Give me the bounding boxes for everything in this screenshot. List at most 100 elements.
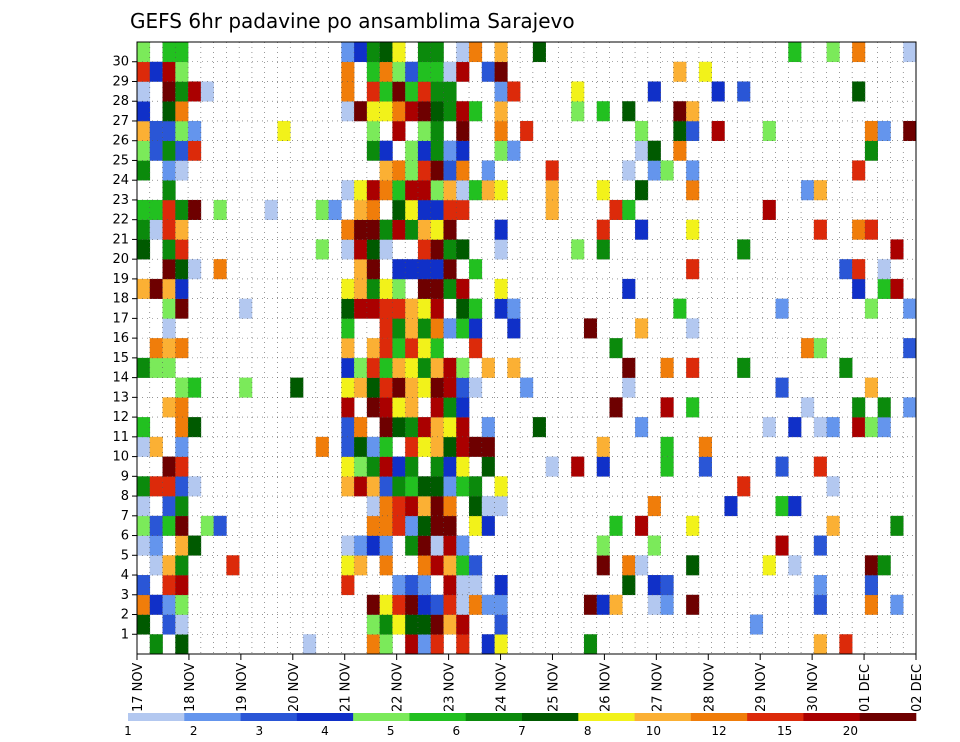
heatmap-cell — [366, 199, 380, 220]
heatmap-cell — [162, 456, 176, 477]
heatmap-cell — [469, 476, 483, 497]
y-tick-label: 21 — [112, 232, 129, 247]
heatmap-cell — [686, 515, 700, 536]
heatmap-cell — [341, 377, 355, 398]
legend-swatch — [184, 713, 241, 721]
heatmap-cell — [494, 634, 508, 655]
heatmap-cell — [379, 397, 393, 418]
x-tick-label: 22 NOV — [391, 663, 406, 712]
heatmap-cell — [417, 219, 432, 240]
heatmap-cell — [392, 42, 406, 63]
heatmap-cell — [392, 515, 406, 536]
heatmap-cell — [430, 476, 444, 497]
heatmap-cell — [609, 594, 623, 615]
heatmap-cell — [443, 278, 457, 299]
heatmap-cell — [890, 239, 904, 260]
heatmap-cell — [864, 219, 878, 240]
heatmap-cell — [405, 160, 419, 181]
heatmap-cell — [430, 140, 444, 161]
heatmap-cell — [162, 160, 176, 181]
heatmap-cell — [137, 515, 151, 536]
heatmap-cell — [430, 338, 444, 359]
heatmap-cell — [149, 219, 163, 240]
heatmap-cell — [635, 219, 649, 240]
heatmap-cell — [469, 436, 483, 457]
heatmap-cell — [583, 318, 598, 339]
heatmap-cell — [366, 120, 380, 142]
legend-swatch — [578, 713, 635, 721]
heatmap-cell — [609, 338, 623, 359]
heatmap-cell — [175, 160, 189, 181]
heatmap-cell — [405, 515, 419, 536]
y-tick-label: 24 — [112, 173, 129, 188]
heatmap-cell — [417, 357, 432, 378]
heatmap-cell — [507, 318, 521, 339]
heatmap-cell — [443, 476, 457, 497]
heatmap-cell — [341, 555, 355, 576]
heatmap-cell — [379, 219, 393, 240]
heatmap-cell — [379, 476, 393, 497]
heatmap-cell — [417, 476, 432, 497]
heatmap-cell — [775, 535, 789, 556]
heatmap-cell — [443, 377, 457, 398]
heatmap-cell — [137, 357, 151, 378]
heatmap-cell — [149, 634, 163, 655]
heatmap-cell — [635, 140, 649, 161]
heatmap-cell — [175, 515, 189, 536]
legend-label: 20 — [843, 724, 858, 738]
heatmap-cell — [175, 476, 189, 497]
heatmap-cell — [137, 160, 151, 181]
heatmap-cell — [239, 377, 253, 398]
heatmap-cell — [405, 318, 419, 339]
heatmap-cell — [392, 259, 406, 280]
heatmap-cell — [137, 199, 151, 220]
heatmap-cell — [430, 614, 444, 635]
heatmap-cell — [456, 594, 470, 615]
heatmap-cell — [162, 259, 176, 280]
heatmap-cell — [175, 377, 189, 398]
heatmap-cell — [903, 298, 917, 319]
heatmap-cell — [392, 377, 406, 398]
heatmap-cell — [635, 515, 649, 536]
heatmap-cell — [379, 81, 393, 102]
heatmap-cell — [162, 219, 176, 240]
heatmap-cell — [877, 397, 891, 418]
heatmap-cell — [443, 318, 457, 339]
heatmap-cell — [469, 555, 483, 576]
heatmap-cell — [430, 594, 444, 615]
heatmap-cell — [162, 199, 176, 220]
heatmap-cell — [494, 278, 508, 299]
heatmap-cell — [532, 417, 546, 438]
heatmap-cell — [430, 397, 444, 418]
heatmap-cell — [813, 535, 827, 556]
heatmap-cell — [405, 81, 419, 102]
heatmap-cell — [175, 338, 189, 359]
heatmap-cell — [469, 515, 483, 536]
heatmap-cell — [392, 219, 406, 240]
heatmap-cell — [494, 81, 508, 102]
heatmap-cell — [200, 515, 214, 536]
x-tick-label: 17 NOV — [131, 663, 146, 712]
heatmap-cell — [405, 180, 419, 201]
heatmap-cell — [175, 417, 189, 438]
heatmap-cell — [315, 199, 329, 220]
heatmap-cell — [417, 61, 432, 82]
heatmap-cell — [456, 555, 470, 576]
heatmap-cell — [801, 338, 815, 359]
legend-label: 10 — [646, 724, 661, 738]
heatmap-cell — [392, 594, 406, 615]
heatmap-cell — [430, 318, 444, 339]
heatmap-cell — [149, 535, 163, 556]
y-tick-label: 20 — [112, 252, 129, 267]
legend-swatch — [296, 713, 354, 721]
legend-label: 4 — [321, 724, 329, 738]
heatmap-cell — [188, 199, 202, 220]
heatmap-cell — [328, 199, 342, 220]
heatmap-cell — [392, 614, 406, 635]
heatmap-cell — [405, 101, 419, 122]
heatmap-cell — [341, 338, 355, 359]
heatmap-cell — [456, 614, 470, 635]
heatmap-cell — [392, 298, 406, 319]
heatmap-cell — [162, 61, 176, 82]
heatmap-cell — [596, 219, 610, 240]
